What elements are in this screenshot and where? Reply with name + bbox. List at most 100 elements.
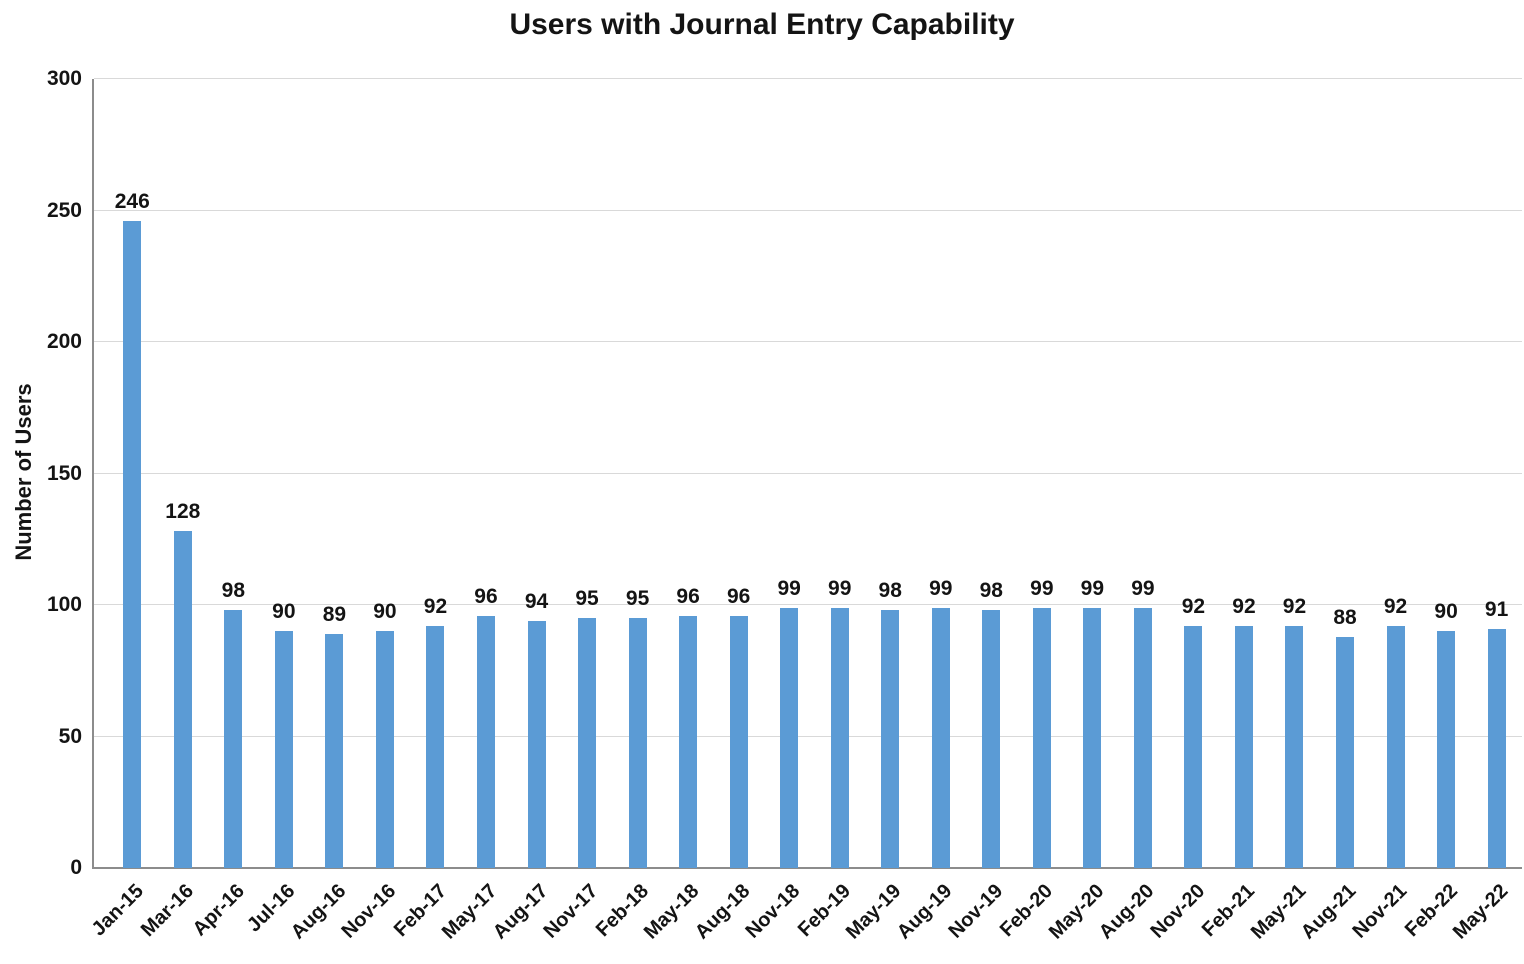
bar xyxy=(982,610,1001,868)
x-tick-label: Mar-16 xyxy=(137,880,199,942)
x-tick-label: Nov-18 xyxy=(742,880,805,943)
x-tick-label: Jan-15 xyxy=(87,880,148,941)
bar-data-label: 92 xyxy=(1232,595,1256,619)
bar-column: 92 Feb-21 xyxy=(1198,79,1270,941)
bar-data-label: 99 xyxy=(828,576,852,600)
bar xyxy=(729,615,748,868)
bar-column: 96 May-18 xyxy=(640,79,714,944)
bar-column: 99 Feb-20 xyxy=(996,79,1068,942)
bar xyxy=(1234,626,1253,868)
bar-column: 98 May-19 xyxy=(842,79,916,943)
bar-data-label: 92 xyxy=(1181,595,1206,619)
bar xyxy=(375,631,394,868)
x-tick-label: May-21 xyxy=(1246,880,1311,944)
y-tick-label: 150 xyxy=(46,461,82,485)
bar-data-label: 92 xyxy=(1383,595,1408,619)
x-tick-label: Nov-17 xyxy=(539,880,603,943)
bar-column: 96 Aug-18 xyxy=(691,79,764,944)
bar xyxy=(426,626,445,868)
bar-data-label: 96 xyxy=(474,584,498,608)
bar xyxy=(325,633,344,868)
bar xyxy=(780,607,799,868)
bar-column: 90 Jul-16 xyxy=(243,79,310,936)
bar-column: 99 Feb-19 xyxy=(794,79,865,942)
bar-column: 246 Jan-15 xyxy=(87,79,158,940)
bars-container: 246 Jan-15 128 Mar-16 98 Apr-16 90 Jul-16 89 Aug-… xyxy=(87,79,1522,944)
bar-data-label: 99 xyxy=(1030,576,1054,600)
bar-column: 98 Apr-16 xyxy=(189,79,259,940)
bar-data-label: 94 xyxy=(524,589,549,613)
y-tick-label: 300 xyxy=(46,67,82,90)
x-tick-label: Aug-18 xyxy=(690,880,755,944)
bar-data-label: 96 xyxy=(726,584,751,608)
bar xyxy=(1437,631,1456,868)
bar-column: 88 Aug-21 xyxy=(1297,79,1371,944)
plot-area: 0 50 100 150 200 250 300 246 Jan-15 128 Mar-16 98 A… xyxy=(47,67,1522,944)
x-tick-label: Aug-16 xyxy=(286,880,350,944)
bar-data-label: 90 xyxy=(373,600,397,624)
bar xyxy=(679,615,698,868)
bar xyxy=(476,615,495,868)
x-tick-label: May-20 xyxy=(1044,880,1108,944)
bar xyxy=(1285,626,1304,868)
bar-data-label: 91 xyxy=(1484,597,1509,621)
y-axis-line xyxy=(92,79,94,869)
bar-data-label: 89 xyxy=(322,602,347,626)
bar-data-label: 99 xyxy=(1080,576,1105,600)
x-tick-label: Apr-16 xyxy=(188,880,249,941)
bar xyxy=(173,531,192,868)
bar-data-label: 95 xyxy=(625,587,650,611)
bar-data-label: 88 xyxy=(1333,605,1357,629)
bar-data-label: 246 xyxy=(114,190,150,214)
bar-column: 98 Nov-19 xyxy=(944,79,1017,942)
x-tick-label: Nov-19 xyxy=(944,880,1007,943)
bar xyxy=(881,610,900,868)
bar-column: 90 Nov-16 xyxy=(338,79,411,942)
gridline xyxy=(94,735,1522,737)
x-tick-label: Nov-20 xyxy=(1146,880,1209,943)
gridline xyxy=(94,604,1522,605)
bar-column: 95 Feb-18 xyxy=(592,79,663,941)
bar-column: 128 Mar-16 xyxy=(137,79,209,941)
x-tick-label: Aug-17 xyxy=(488,880,553,944)
bar-column: 94 Aug-17 xyxy=(489,79,562,944)
y-tick-label: 0 xyxy=(70,856,82,879)
x-tick-label: May-19 xyxy=(842,880,906,944)
bar-data-label: 98 xyxy=(221,579,246,603)
bar-column: 99 Nov-18 xyxy=(742,79,815,943)
x-tick-label: Aug-19 xyxy=(892,880,957,944)
x-tick-label: Nov-21 xyxy=(1348,880,1412,943)
bar-data-label: 90 xyxy=(272,600,296,624)
x-tick-label: Nov-16 xyxy=(337,880,401,943)
y-tick-label: 250 xyxy=(46,198,82,222)
gridline xyxy=(94,209,1522,211)
bar-column: 91 May-22 xyxy=(1449,79,1522,944)
y-tick-label: 100 xyxy=(46,593,82,616)
chart-title: Users with Journal Entry Capability xyxy=(509,8,1015,41)
bar xyxy=(527,620,546,868)
y-tick-label: 200 xyxy=(46,330,82,353)
x-tick-label: Aug-21 xyxy=(1297,880,1361,944)
bar-column: 99 Aug-19 xyxy=(893,79,967,944)
bar-data-label: 95 xyxy=(575,587,599,611)
bar xyxy=(1083,607,1102,868)
x-tick-label: May-17 xyxy=(438,880,502,944)
bar-column: 90 Feb-22 xyxy=(1400,79,1472,941)
bar-data-label: 99 xyxy=(929,576,953,600)
x-axis-line xyxy=(94,867,1522,869)
bar xyxy=(628,618,647,868)
bar xyxy=(1487,628,1506,868)
bar-data-label: 128 xyxy=(165,500,201,524)
bar xyxy=(1184,626,1203,868)
bar xyxy=(1032,607,1051,868)
bar-data-label: 90 xyxy=(1434,600,1458,624)
bar-data-label: 99 xyxy=(777,576,801,600)
bar-column: 96 May-17 xyxy=(438,79,512,944)
bar-column: 89 Aug-16 xyxy=(286,79,360,944)
bar-column: 99 Aug-20 xyxy=(1095,79,1169,944)
bar xyxy=(1133,607,1152,868)
bar-column: 92 Feb-17 xyxy=(390,79,461,941)
x-tick-label: May-18 xyxy=(640,880,704,944)
x-tick-label: Aug-20 xyxy=(1094,880,1159,944)
bar-data-label: 98 xyxy=(878,579,902,603)
